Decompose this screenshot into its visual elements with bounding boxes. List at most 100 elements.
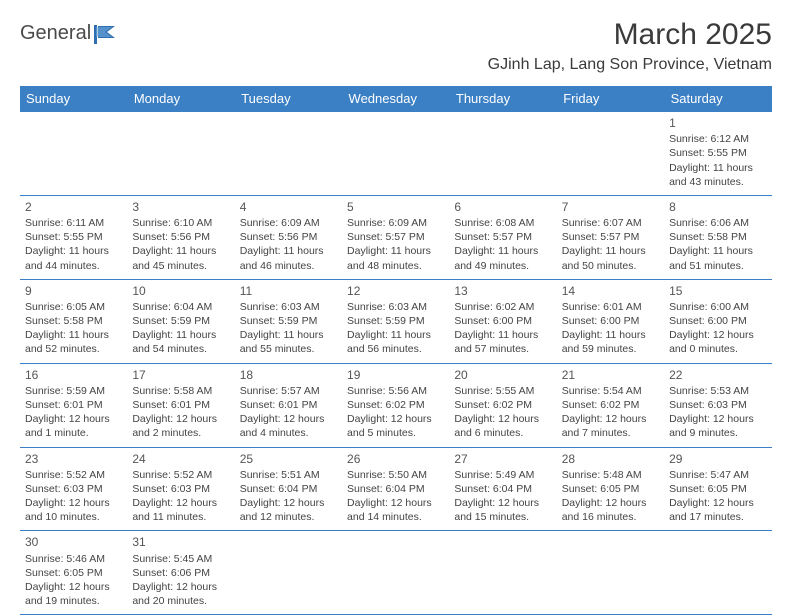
col-header: Tuesday [235, 86, 342, 112]
day-number: 30 [25, 534, 122, 550]
daylight-text: Daylight: 12 hours and 20 minutes. [132, 580, 229, 608]
day-number: 28 [562, 451, 659, 467]
col-header: Wednesday [342, 86, 449, 112]
brand-text-1: General [20, 22, 91, 45]
day-cell: 22Sunrise: 5:53 AMSunset: 6:03 PMDayligh… [664, 363, 771, 447]
daylight-text: Daylight: 12 hours and 0 minutes. [669, 328, 766, 356]
sunset-text: Sunset: 5:58 PM [669, 230, 766, 244]
day-cell [235, 531, 342, 615]
sunset-text: Sunset: 5:57 PM [347, 230, 444, 244]
day-cell: 18Sunrise: 5:57 AMSunset: 6:01 PMDayligh… [235, 363, 342, 447]
sunset-text: Sunset: 6:00 PM [669, 314, 766, 328]
sunset-text: Sunset: 5:59 PM [132, 314, 229, 328]
day-number: 26 [347, 451, 444, 467]
sunrise-text: Sunrise: 5:56 AM [347, 384, 444, 398]
day-cell: 2Sunrise: 6:11 AMSunset: 5:55 PMDaylight… [20, 195, 127, 279]
daylight-text: Daylight: 11 hours and 56 minutes. [347, 328, 444, 356]
day-number: 10 [132, 283, 229, 299]
day-cell: 19Sunrise: 5:56 AMSunset: 6:02 PMDayligh… [342, 363, 449, 447]
sunrise-text: Sunrise: 6:06 AM [669, 216, 766, 230]
day-number: 7 [562, 199, 659, 215]
sunrise-text: Sunrise: 5:49 AM [454, 468, 551, 482]
col-header: Friday [557, 86, 664, 112]
day-cell: 10Sunrise: 6:04 AMSunset: 5:59 PMDayligh… [127, 279, 234, 363]
day-number: 20 [454, 367, 551, 383]
sunset-text: Sunset: 5:56 PM [132, 230, 229, 244]
day-cell: 7Sunrise: 6:07 AMSunset: 5:57 PMDaylight… [557, 195, 664, 279]
day-cell: 11Sunrise: 6:03 AMSunset: 5:59 PMDayligh… [235, 279, 342, 363]
sunset-text: Sunset: 5:55 PM [669, 146, 766, 160]
brand-logo: General [20, 18, 123, 45]
day-cell [342, 531, 449, 615]
daylight-text: Daylight: 12 hours and 14 minutes. [347, 496, 444, 524]
day-cell [557, 112, 664, 196]
sunrise-text: Sunrise: 5:53 AM [669, 384, 766, 398]
daylight-text: Daylight: 12 hours and 2 minutes. [132, 412, 229, 440]
col-header: Thursday [449, 86, 556, 112]
col-header: Monday [127, 86, 234, 112]
day-cell: 21Sunrise: 5:54 AMSunset: 6:02 PMDayligh… [557, 363, 664, 447]
daylight-text: Daylight: 11 hours and 48 minutes. [347, 244, 444, 272]
sunset-text: Sunset: 6:00 PM [562, 314, 659, 328]
day-cell: 8Sunrise: 6:06 AMSunset: 5:58 PMDaylight… [664, 195, 771, 279]
sunrise-text: Sunrise: 6:08 AM [454, 216, 551, 230]
day-number: 2 [25, 199, 122, 215]
day-number: 31 [132, 534, 229, 550]
sunrise-text: Sunrise: 5:59 AM [25, 384, 122, 398]
day-number: 27 [454, 451, 551, 467]
sunset-text: Sunset: 6:03 PM [25, 482, 122, 496]
sunrise-text: Sunrise: 5:46 AM [25, 552, 122, 566]
daylight-text: Daylight: 12 hours and 15 minutes. [454, 496, 551, 524]
daylight-text: Daylight: 11 hours and 54 minutes. [132, 328, 229, 356]
table-row: 16Sunrise: 5:59 AMSunset: 6:01 PMDayligh… [20, 363, 772, 447]
day-number: 14 [562, 283, 659, 299]
col-header: Sunday [20, 86, 127, 112]
day-cell [449, 531, 556, 615]
daylight-text: Daylight: 11 hours and 55 minutes. [240, 328, 337, 356]
day-cell: 29Sunrise: 5:47 AMSunset: 6:05 PMDayligh… [664, 447, 771, 531]
daylight-text: Daylight: 11 hours and 59 minutes. [562, 328, 659, 356]
day-cell: 3Sunrise: 6:10 AMSunset: 5:56 PMDaylight… [127, 195, 234, 279]
sunrise-text: Sunrise: 5:50 AM [347, 468, 444, 482]
day-cell [449, 112, 556, 196]
location-text: GJinh Lap, Lang Son Province, Vietnam [488, 56, 772, 74]
sunset-text: Sunset: 5:57 PM [454, 230, 551, 244]
day-cell [127, 112, 234, 196]
day-number: 5 [347, 199, 444, 215]
daylight-text: Daylight: 12 hours and 6 minutes. [454, 412, 551, 440]
daylight-text: Daylight: 11 hours and 52 minutes. [25, 328, 122, 356]
daylight-text: Daylight: 12 hours and 16 minutes. [562, 496, 659, 524]
daylight-text: Daylight: 12 hours and 11 minutes. [132, 496, 229, 524]
sunrise-text: Sunrise: 5:52 AM [132, 468, 229, 482]
daylight-text: Daylight: 12 hours and 9 minutes. [669, 412, 766, 440]
day-number: 15 [669, 283, 766, 299]
sunrise-text: Sunrise: 6:01 AM [562, 300, 659, 314]
day-number: 11 [240, 283, 337, 299]
sunset-text: Sunset: 6:02 PM [562, 398, 659, 412]
day-cell: 5Sunrise: 6:09 AMSunset: 5:57 PMDaylight… [342, 195, 449, 279]
day-cell: 24Sunrise: 5:52 AMSunset: 6:03 PMDayligh… [127, 447, 234, 531]
day-cell [664, 531, 771, 615]
sunset-text: Sunset: 6:04 PM [347, 482, 444, 496]
sunset-text: Sunset: 6:04 PM [454, 482, 551, 496]
sunrise-text: Sunrise: 6:10 AM [132, 216, 229, 230]
flag-icon [93, 23, 123, 45]
sunrise-text: Sunrise: 6:07 AM [562, 216, 659, 230]
day-cell: 6Sunrise: 6:08 AMSunset: 5:57 PMDaylight… [449, 195, 556, 279]
day-number: 4 [240, 199, 337, 215]
day-number: 24 [132, 451, 229, 467]
day-number: 17 [132, 367, 229, 383]
day-cell: 14Sunrise: 6:01 AMSunset: 6:00 PMDayligh… [557, 279, 664, 363]
daylight-text: Daylight: 11 hours and 49 minutes. [454, 244, 551, 272]
day-cell: 12Sunrise: 6:03 AMSunset: 5:59 PMDayligh… [342, 279, 449, 363]
sunrise-text: Sunrise: 5:54 AM [562, 384, 659, 398]
sunrise-text: Sunrise: 6:00 AM [669, 300, 766, 314]
table-row: 23Sunrise: 5:52 AMSunset: 6:03 PMDayligh… [20, 447, 772, 531]
daylight-text: Daylight: 11 hours and 43 minutes. [669, 161, 766, 189]
sunrise-text: Sunrise: 6:11 AM [25, 216, 122, 230]
sunrise-text: Sunrise: 6:05 AM [25, 300, 122, 314]
sunset-text: Sunset: 5:55 PM [25, 230, 122, 244]
day-cell: 17Sunrise: 5:58 AMSunset: 6:01 PMDayligh… [127, 363, 234, 447]
calendar-table: SundayMondayTuesdayWednesdayThursdayFrid… [20, 86, 772, 615]
day-cell [342, 112, 449, 196]
